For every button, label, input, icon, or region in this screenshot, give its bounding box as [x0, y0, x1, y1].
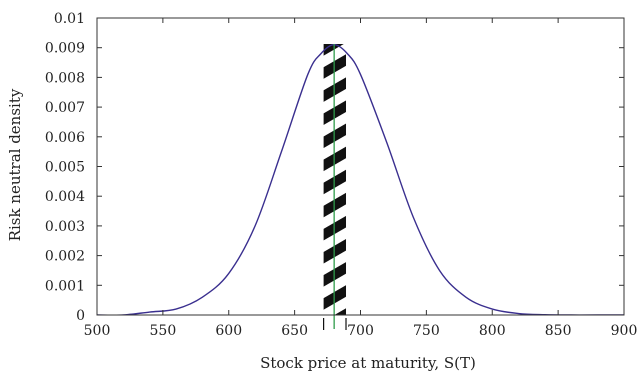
y-tick-label: 0.008	[45, 70, 85, 86]
x-tick-label: 500	[84, 323, 111, 339]
y-tick-label: 0.003	[45, 219, 85, 235]
x-tick-label: 900	[611, 323, 638, 339]
y-axis-title: Risk neutral density	[6, 88, 24, 241]
x-tick-label: 650	[281, 323, 308, 339]
y-tick-label: 0	[76, 308, 85, 324]
x-tick-label: 600	[215, 323, 242, 339]
y-tick-label: 0.005	[45, 160, 85, 176]
x-tick-label: 750	[413, 323, 440, 339]
hatched-band	[323, 44, 347, 315]
plot-frame	[96, 17, 625, 316]
y-tick-label: 0.007	[45, 100, 85, 116]
x-tick-label: 700	[347, 323, 374, 339]
x-tick-label: 800	[479, 323, 506, 339]
y-tick-label: 0.004	[45, 189, 85, 205]
density-curve	[97, 44, 624, 315]
x-axis-title: Stock price at maturity, S(T)	[260, 354, 476, 372]
x-tick-label: 550	[150, 323, 177, 339]
y-tick-label: 0.001	[45, 278, 85, 294]
y-tick-label: 0.01	[54, 11, 85, 27]
y-tick-label: 0.009	[45, 41, 85, 57]
x-tick-label: 850	[545, 323, 572, 339]
y-tick-label: 0.002	[45, 249, 85, 265]
y-tick-label: 0.006	[45, 130, 85, 146]
